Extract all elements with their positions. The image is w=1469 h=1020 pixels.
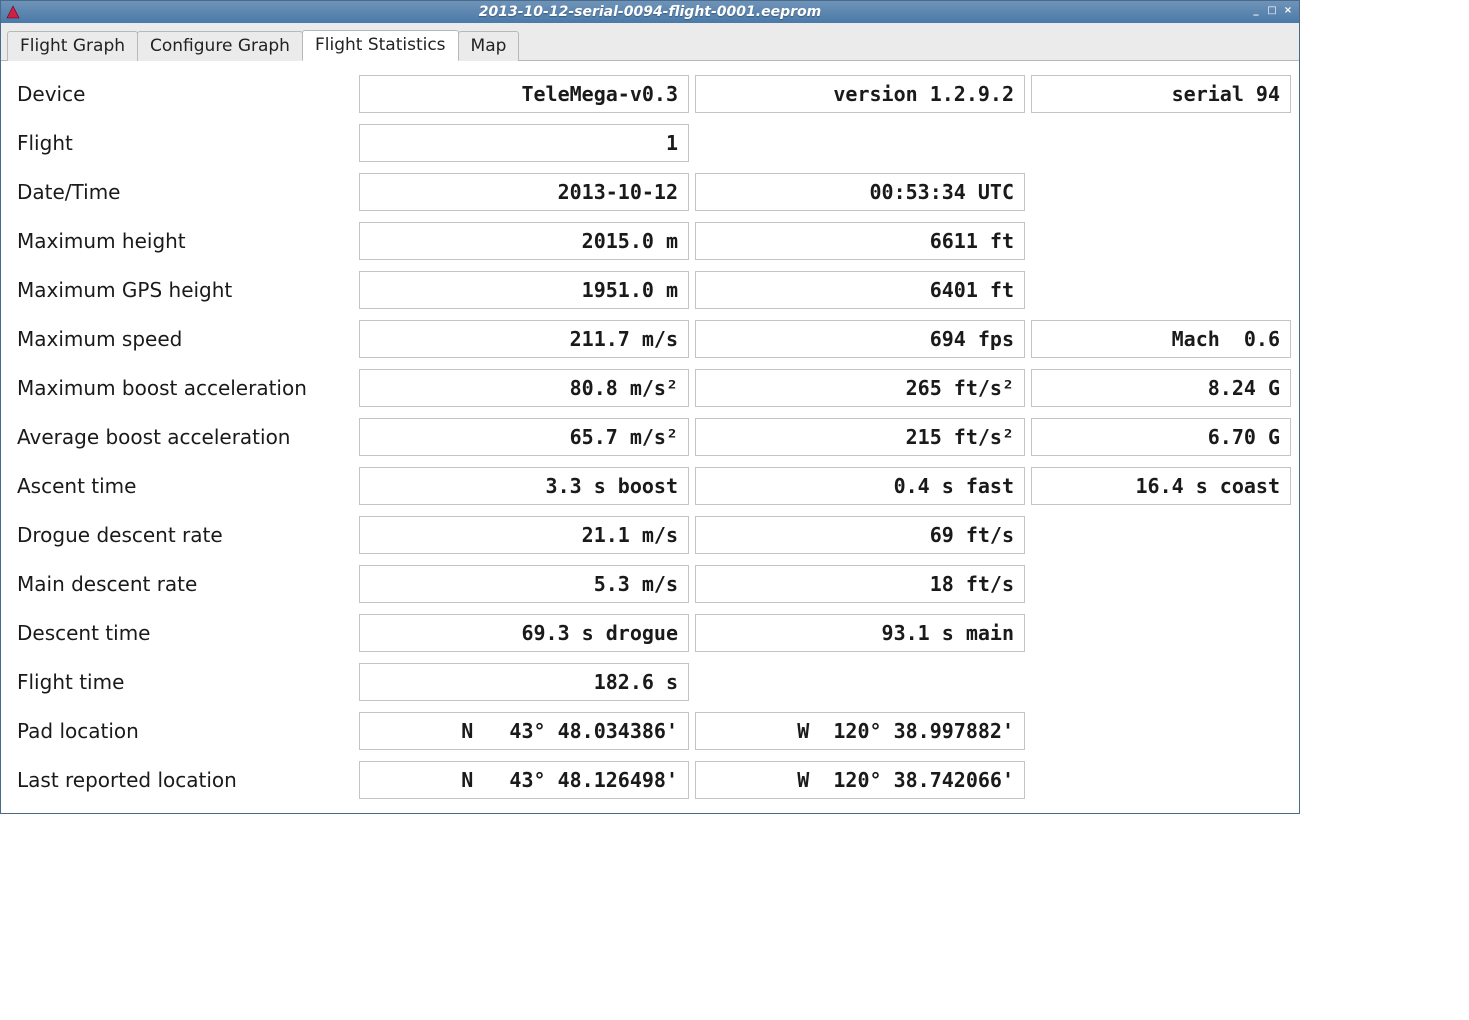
stat-value: 3.3 s boost [359, 467, 689, 505]
stat-value: 21.1 m/s [359, 516, 689, 554]
stat-label: Ascent time [13, 474, 353, 498]
window-controls: _ □ × [1249, 5, 1299, 19]
stat-label: Maximum GPS height [13, 278, 353, 302]
stat-value: 265 ft/s² [695, 369, 1025, 407]
stat-label: Drogue descent rate [13, 523, 353, 547]
maximize-button[interactable]: □ [1265, 5, 1279, 19]
app-window: 2013-10-12-serial-0094-flight-0001.eepro… [0, 0, 1300, 814]
stat-value: version 1.2.9.2 [695, 75, 1025, 113]
close-button[interactable]: × [1281, 5, 1295, 19]
stat-label: Maximum height [13, 229, 353, 253]
stat-value: 18 ft/s [695, 565, 1025, 603]
stat-value: 6611 ft [695, 222, 1025, 260]
stat-value: 80.8 m/s² [359, 369, 689, 407]
stat-value: 69.3 s drogue [359, 614, 689, 652]
stat-value: 16.4 s coast [1031, 467, 1291, 505]
stat-value: W 120° 38.742066' [695, 761, 1025, 799]
stats-grid: DeviceTeleMega-v0.3version 1.2.9.2serial… [13, 75, 1287, 799]
tab-flight-statistics[interactable]: Flight Statistics [302, 30, 459, 61]
stat-label: Average boost acceleration [13, 425, 353, 449]
stat-value: Mach 0.6 [1031, 320, 1291, 358]
minimize-button[interactable]: _ [1249, 5, 1263, 19]
stat-value: 211.7 m/s [359, 320, 689, 358]
stat-value: 93.1 s main [695, 614, 1025, 652]
stat-value: 0.4 s fast [695, 467, 1025, 505]
stat-label: Date/Time [13, 180, 353, 204]
app-icon [5, 4, 21, 20]
stat-value: N 43° 48.034386' [359, 712, 689, 750]
stat-label: Flight [13, 131, 353, 155]
stat-label: Main descent rate [13, 572, 353, 596]
stat-value: 69 ft/s [695, 516, 1025, 554]
tab-configure-graph[interactable]: Configure Graph [137, 31, 303, 61]
tab-map[interactable]: Map [458, 31, 520, 61]
stat-value: 6401 ft [695, 271, 1025, 309]
stat-value: N 43° 48.126498' [359, 761, 689, 799]
stat-value: 694 fps [695, 320, 1025, 358]
stat-value: TeleMega-v0.3 [359, 75, 689, 113]
stat-label: Maximum boost acceleration [13, 376, 353, 400]
stat-label: Last reported location [13, 768, 353, 792]
stats-panel: DeviceTeleMega-v0.3version 1.2.9.2serial… [1, 61, 1299, 813]
stat-value: 2015.0 m [359, 222, 689, 260]
stat-label: Pad location [13, 719, 353, 743]
tab-flight-graph[interactable]: Flight Graph [7, 31, 138, 61]
stat-label: Descent time [13, 621, 353, 645]
stat-value: 1951.0 m [359, 271, 689, 309]
stat-value: 65.7 m/s² [359, 418, 689, 456]
stat-label: Flight time [13, 670, 353, 694]
stat-value: 5.3 m/s [359, 565, 689, 603]
window-title: 2013-10-12-serial-0094-flight-0001.eepro… [1, 4, 1299, 20]
tabs-row: Flight Graph Configure Graph Flight Stat… [1, 23, 1299, 61]
stat-label: Maximum speed [13, 327, 353, 351]
stat-value: W 120° 38.997882' [695, 712, 1025, 750]
stat-value: 6.70 G [1031, 418, 1291, 456]
stat-label: Device [13, 82, 353, 106]
titlebar[interactable]: 2013-10-12-serial-0094-flight-0001.eepro… [1, 1, 1299, 23]
stat-value: 215 ft/s² [695, 418, 1025, 456]
stat-value: 1 [359, 124, 689, 162]
stat-value: 8.24 G [1031, 369, 1291, 407]
stat-value: serial 94 [1031, 75, 1291, 113]
stat-value: 2013-10-12 [359, 173, 689, 211]
stat-value: 182.6 s [359, 663, 689, 701]
stat-value: 00:53:34 UTC [695, 173, 1025, 211]
